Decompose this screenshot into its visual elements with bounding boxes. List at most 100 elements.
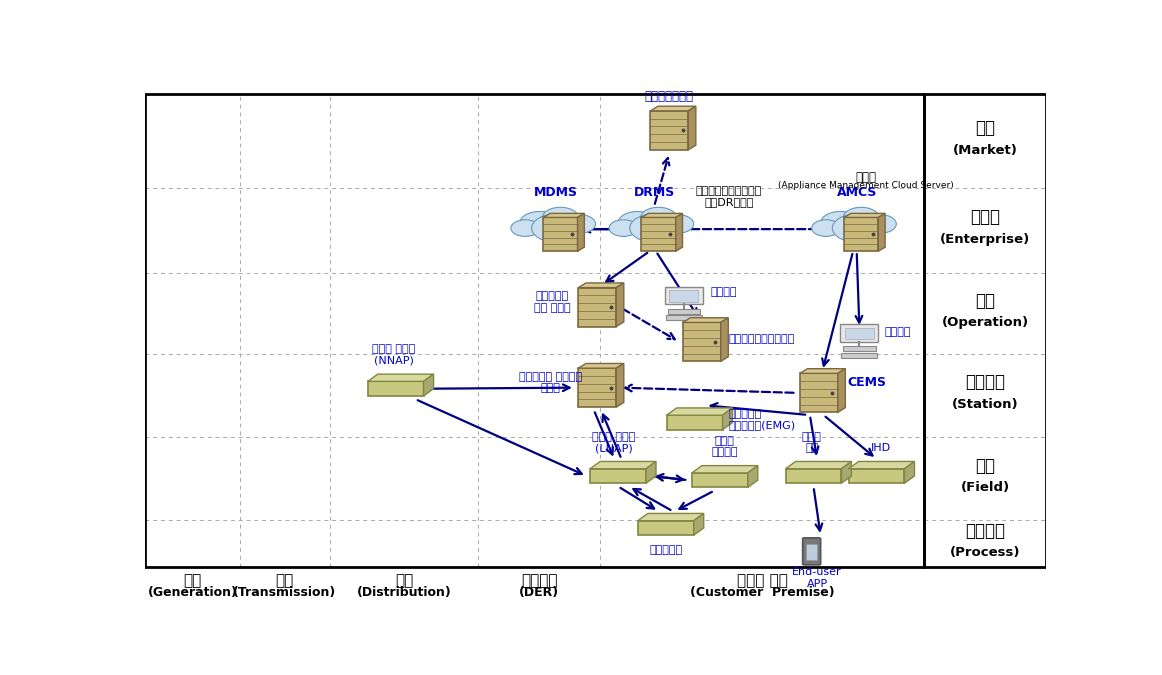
FancyBboxPatch shape xyxy=(667,415,723,430)
Text: CEMS: CEMS xyxy=(848,376,887,389)
Text: (Generation): (Generation) xyxy=(148,587,237,599)
Text: (DER): (DER) xyxy=(519,587,559,599)
Text: 필드: 필드 xyxy=(975,456,995,475)
Text: IHD: IHD xyxy=(872,443,891,453)
FancyBboxPatch shape xyxy=(544,217,578,251)
Circle shape xyxy=(811,220,840,236)
Text: 분산자원: 분산자원 xyxy=(521,574,558,589)
Text: (Transmission): (Transmission) xyxy=(234,587,337,599)
Polygon shape xyxy=(579,283,624,288)
Circle shape xyxy=(640,207,676,228)
Polygon shape xyxy=(878,213,885,251)
Polygon shape xyxy=(694,514,704,535)
Polygon shape xyxy=(638,514,704,520)
Polygon shape xyxy=(544,213,584,217)
Text: 에너지관리
게이트웨이(EMG): 에너지관리 게이트웨이(EMG) xyxy=(729,408,796,430)
Text: (Field): (Field) xyxy=(961,481,1010,495)
Text: (Process): (Process) xyxy=(949,547,1020,560)
Circle shape xyxy=(618,211,658,234)
Text: 가전사: 가전사 xyxy=(855,171,876,184)
FancyBboxPatch shape xyxy=(638,520,694,535)
Text: AMCS: AMCS xyxy=(837,186,877,199)
Text: 실시간
감시기기: 실시간 감시기기 xyxy=(711,435,738,457)
FancyBboxPatch shape xyxy=(841,353,877,358)
FancyBboxPatch shape xyxy=(786,468,841,483)
Text: 발전: 발전 xyxy=(184,574,202,589)
Polygon shape xyxy=(844,213,885,217)
Polygon shape xyxy=(848,462,914,468)
FancyBboxPatch shape xyxy=(651,111,688,150)
Text: (Station): (Station) xyxy=(952,398,1018,411)
FancyBboxPatch shape xyxy=(669,290,698,302)
Circle shape xyxy=(511,220,539,236)
Text: 부하제어: 부하제어 xyxy=(711,287,738,297)
Circle shape xyxy=(543,207,579,228)
FancyBboxPatch shape xyxy=(806,543,817,560)
Text: End-user
APP: End-user APP xyxy=(792,567,842,589)
Polygon shape xyxy=(590,462,657,468)
FancyBboxPatch shape xyxy=(844,217,878,251)
Text: 소비자 구내: 소비자 구내 xyxy=(737,574,788,589)
Text: 계량데이터
수집 시스템: 계량데이터 수집 시스템 xyxy=(535,291,571,313)
Text: 배전: 배전 xyxy=(395,574,414,589)
Circle shape xyxy=(661,215,694,234)
Polygon shape xyxy=(688,106,696,150)
Polygon shape xyxy=(579,363,624,368)
FancyBboxPatch shape xyxy=(641,217,675,251)
Text: 송전: 송전 xyxy=(275,574,294,589)
Circle shape xyxy=(832,214,881,242)
Text: (Distribution): (Distribution) xyxy=(357,587,452,599)
Polygon shape xyxy=(747,466,758,487)
Text: 전력량정보제공시스템: 전력량정보제공시스템 xyxy=(729,334,795,344)
Text: 스테이션: 스테이션 xyxy=(964,373,1005,392)
Text: (Market): (Market) xyxy=(953,144,1018,157)
Text: 전력거래시스템: 전력거래시스템 xyxy=(645,90,694,103)
Polygon shape xyxy=(667,408,732,415)
Polygon shape xyxy=(799,369,845,373)
Text: 관리사무소 원격검침
시스템: 관리사무소 원격검침 시스템 xyxy=(519,372,582,394)
Polygon shape xyxy=(616,363,624,407)
Text: 프로세스: 프로세스 xyxy=(964,522,1005,539)
Text: 수요반응서비스사업자
국민DR사업자: 수요반응서비스사업자 국민DR사업자 xyxy=(696,186,762,207)
Polygon shape xyxy=(423,374,433,396)
FancyBboxPatch shape xyxy=(848,468,904,483)
Polygon shape xyxy=(691,466,758,473)
Polygon shape xyxy=(367,374,433,381)
Text: DRMS: DRMS xyxy=(633,186,675,199)
FancyBboxPatch shape xyxy=(840,324,878,342)
Circle shape xyxy=(863,215,896,234)
Text: MDMS: MDMS xyxy=(533,186,578,199)
Polygon shape xyxy=(651,106,696,111)
Text: 운영: 운영 xyxy=(975,292,995,310)
FancyBboxPatch shape xyxy=(799,373,838,412)
FancyBboxPatch shape xyxy=(666,315,702,320)
Circle shape xyxy=(531,214,580,242)
Polygon shape xyxy=(904,462,914,483)
FancyBboxPatch shape xyxy=(845,328,874,340)
Polygon shape xyxy=(841,462,852,483)
Circle shape xyxy=(844,207,880,228)
Text: 지역망 접속점
(LNAP): 지역망 접속점 (LNAP) xyxy=(591,431,636,453)
Polygon shape xyxy=(683,318,729,323)
FancyBboxPatch shape xyxy=(665,287,703,304)
Polygon shape xyxy=(675,213,682,251)
Text: 사업자: 사업자 xyxy=(970,209,1000,226)
Polygon shape xyxy=(578,213,584,251)
Bar xyxy=(924,94,1046,567)
Polygon shape xyxy=(720,318,729,361)
Text: 스마트
가전: 스마트 가전 xyxy=(802,431,822,453)
FancyBboxPatch shape xyxy=(683,323,720,361)
Text: 시장: 시장 xyxy=(975,119,995,137)
Circle shape xyxy=(564,215,595,234)
Circle shape xyxy=(609,220,638,236)
FancyBboxPatch shape xyxy=(691,473,747,487)
Circle shape xyxy=(820,211,860,234)
FancyBboxPatch shape xyxy=(367,381,423,396)
Text: (Enterprise): (Enterprise) xyxy=(940,234,1031,246)
Bar xyxy=(145,94,924,567)
Text: 스마트미터: 스마트미터 xyxy=(650,545,682,555)
FancyBboxPatch shape xyxy=(579,368,616,407)
Text: (Appliance Management Cloud Server): (Appliance Management Cloud Server) xyxy=(777,182,954,190)
FancyBboxPatch shape xyxy=(590,468,646,483)
Text: 이웃망 접속점
(NNAP): 이웃망 접속점 (NNAP) xyxy=(372,344,416,366)
